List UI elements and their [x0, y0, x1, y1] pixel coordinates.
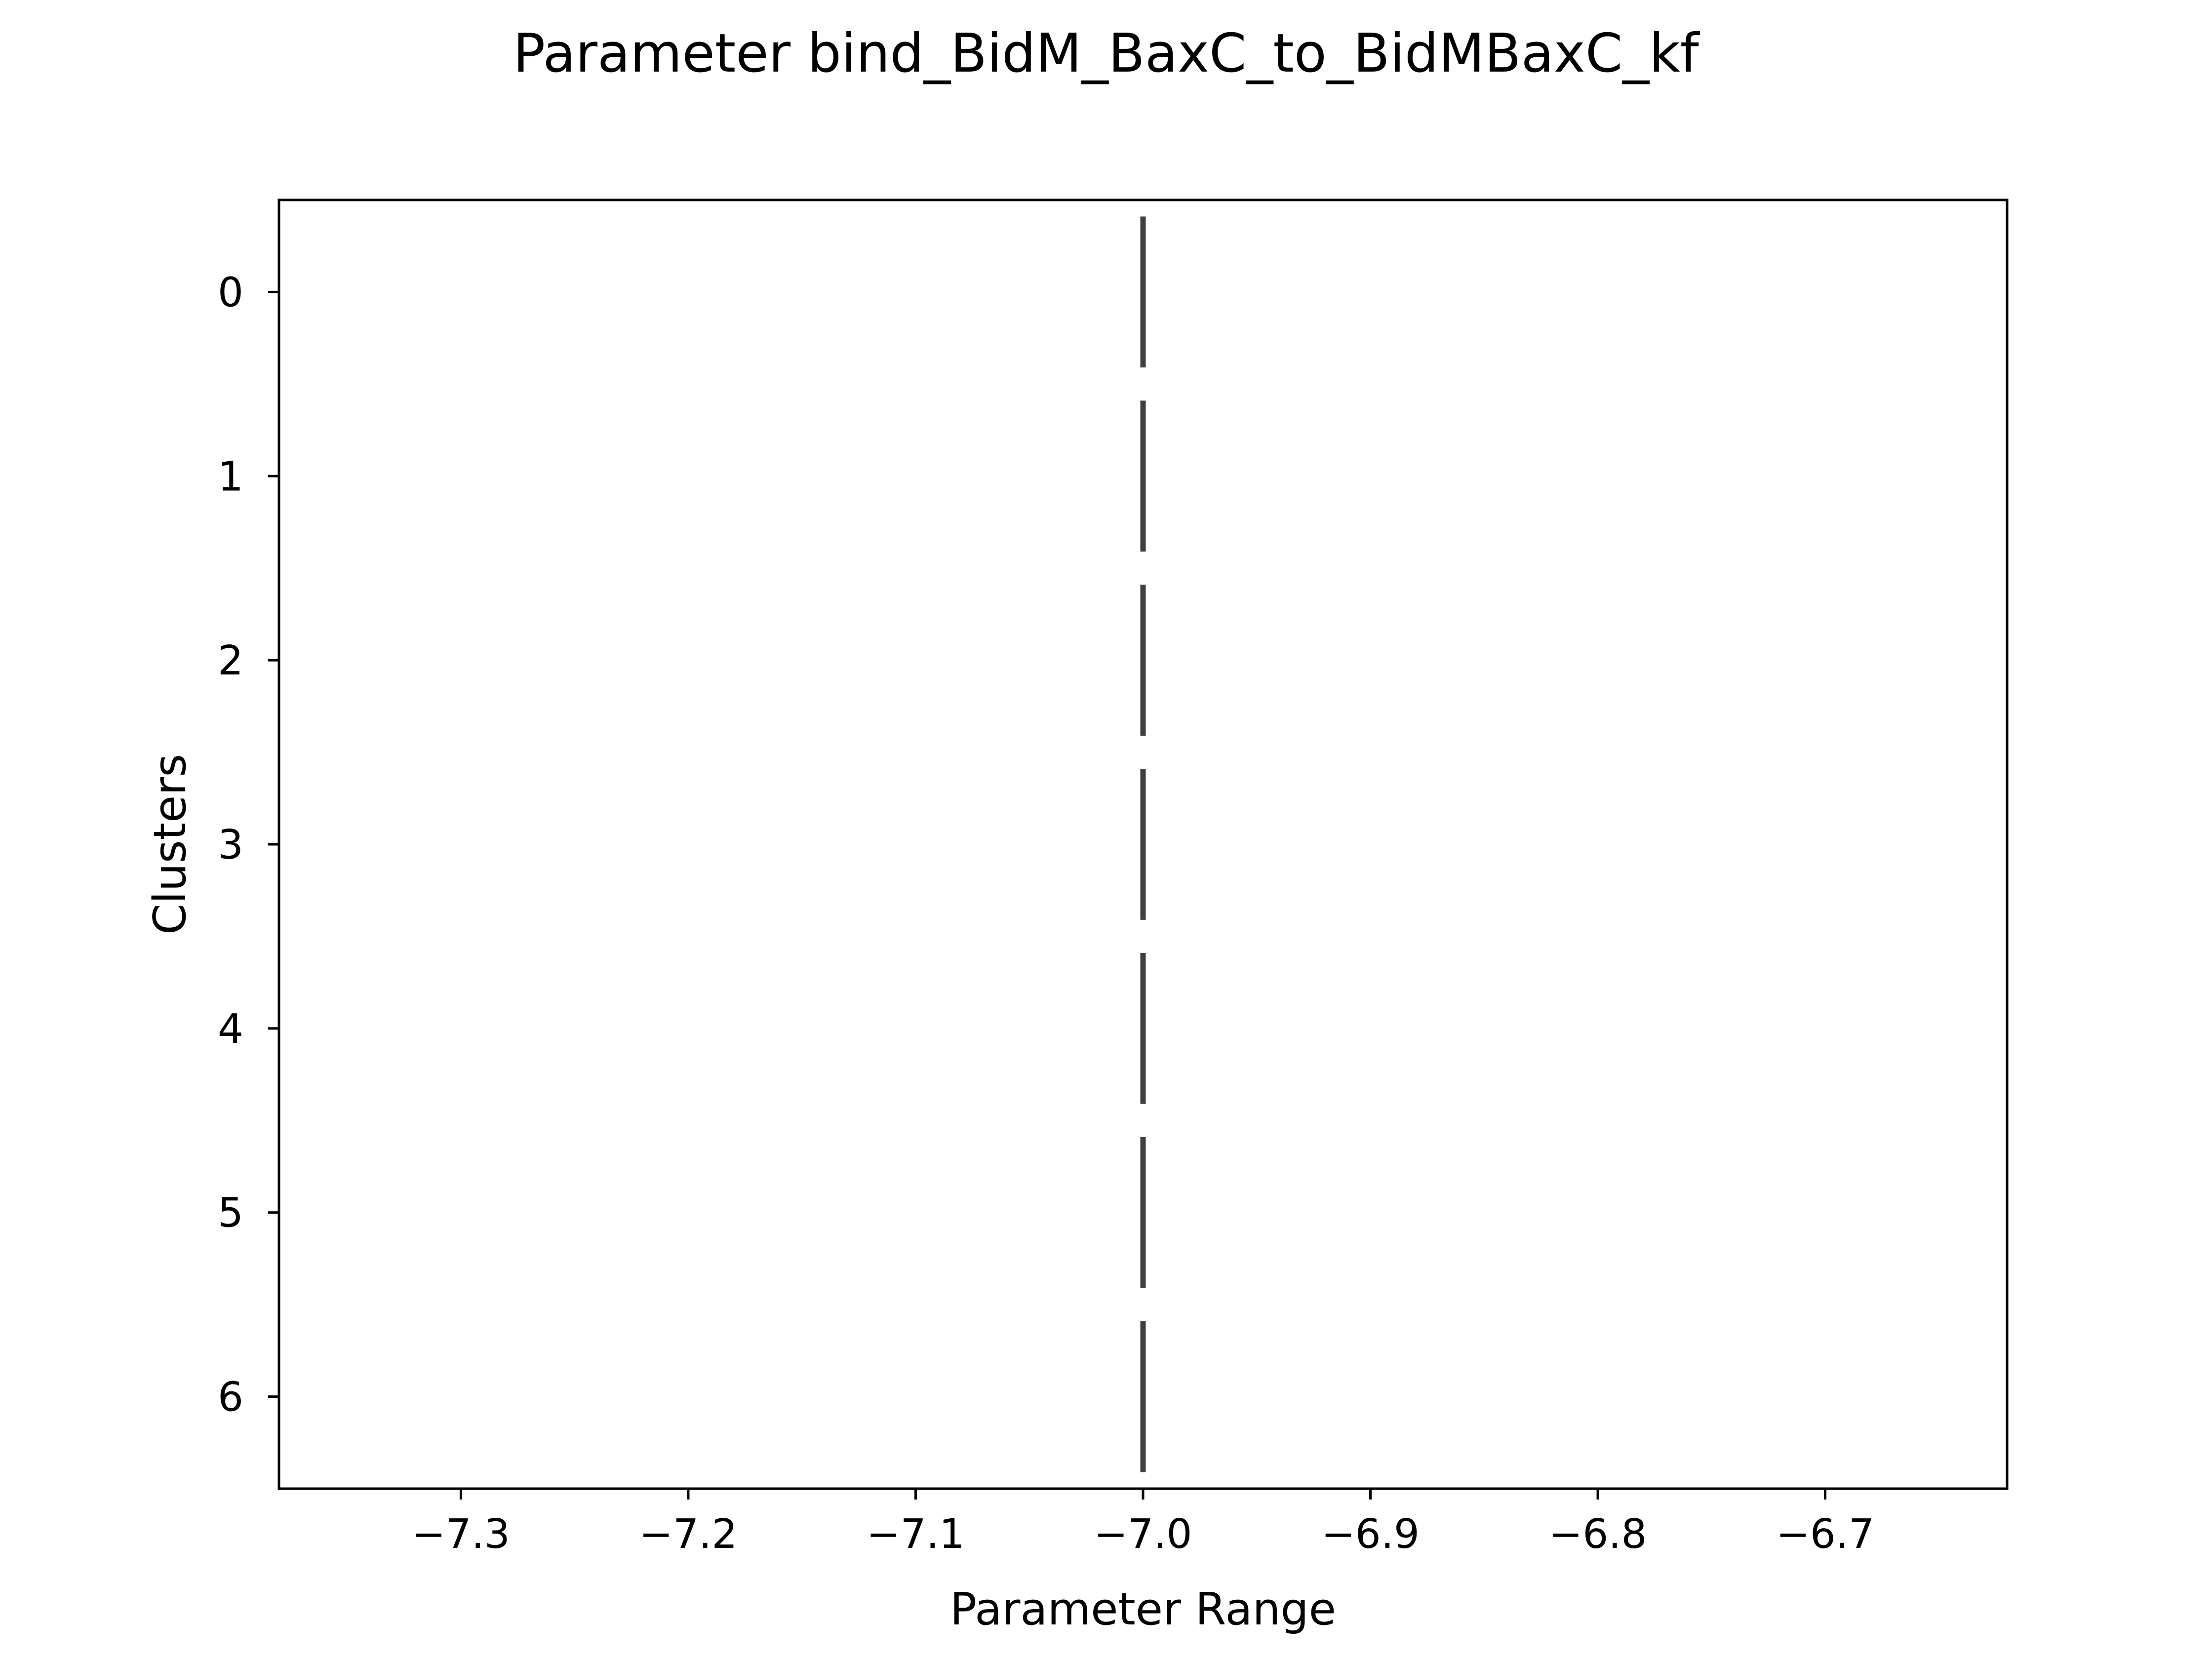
chart-title: Parameter bind_BidM_BaxC_to_BidMBaxC_kf: [513, 23, 1700, 84]
x-axis: −7.3 −7.2 −7.1 −7.0 −6.9 −6.8 −6.7: [412, 1489, 1874, 1558]
y-axis: 0 1 2 3 4 5 6: [218, 269, 279, 1421]
y-tick-label: 4: [218, 1006, 243, 1053]
y-tick-label: 6: [218, 1374, 243, 1421]
y-tick-label: 2: [218, 637, 243, 684]
x-tick-label: −7.0: [1094, 1511, 1192, 1558]
y-tick-label: 1: [218, 453, 243, 500]
y-tick-label: 0: [218, 269, 243, 316]
x-tick-label: −6.9: [1321, 1511, 1420, 1558]
y-axis-title: Clusters: [144, 754, 196, 935]
x-tick-label: −7.2: [639, 1511, 737, 1558]
y-tick-label: 3: [218, 822, 243, 869]
x-tick-label: −7.3: [412, 1511, 510, 1558]
y-tick-label: 5: [218, 1190, 243, 1237]
x-tick-label: −6.7: [1776, 1511, 1874, 1558]
x-axis-title: Parameter Range: [950, 1583, 1336, 1635]
x-tick-label: −6.8: [1548, 1511, 1647, 1558]
x-tick-label: −7.1: [867, 1511, 965, 1558]
